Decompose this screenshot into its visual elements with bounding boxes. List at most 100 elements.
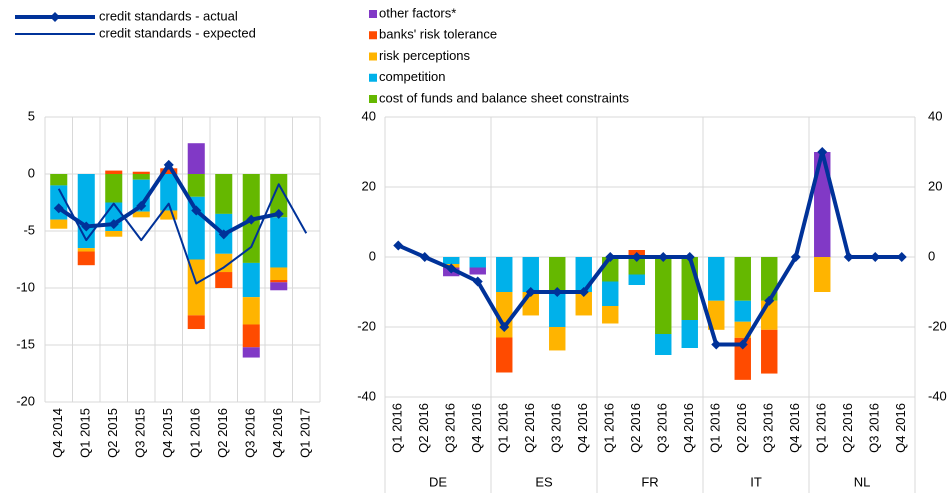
x-tick-label: Q4 2016: [469, 403, 484, 453]
bar-segment: [575, 257, 592, 292]
line-marker: [578, 287, 589, 297]
group-label: FR: [641, 474, 658, 489]
bar-segment: [761, 257, 778, 301]
bar-segment: [77, 251, 95, 266]
x-tick-label: Q3 2016: [243, 408, 258, 458]
line-marker: [136, 200, 147, 211]
x-tick-label: Q4 2016: [787, 403, 802, 453]
y-tick-label: -5: [23, 222, 35, 237]
y-tick-label: 0: [369, 248, 376, 263]
x-tick-label: Q2 2016: [522, 403, 537, 453]
legend-swatch: [369, 95, 377, 103]
y2-tick-label: 0: [928, 248, 935, 263]
bar-segment: [105, 231, 123, 237]
line-marker: [631, 252, 642, 262]
y2-tick-label: -40: [928, 388, 947, 403]
bar-segment: [734, 300, 751, 322]
line-marker: [53, 203, 64, 214]
line-marker: [81, 221, 92, 232]
bar-segment: [270, 267, 288, 281]
x-tick-label: Q1 2016: [708, 403, 723, 453]
y-tick-label: 40: [362, 108, 376, 123]
bar-segment: [132, 179, 150, 212]
line-marker: [218, 229, 229, 240]
line: [397, 150, 902, 347]
line-marker: [737, 339, 748, 350]
bar-segment: [496, 337, 513, 373]
bar-segment: [77, 174, 95, 249]
bar-segment: [160, 168, 178, 174]
group-label: NL: [854, 474, 871, 489]
bar-segment: [215, 253, 233, 273]
bar-segment: [734, 257, 751, 301]
line-marker: [711, 339, 722, 350]
x-tick-label: Q3 2016: [655, 403, 670, 453]
x-tick-label: Q4 2014: [50, 408, 65, 458]
group-label: IT: [750, 474, 762, 489]
x-tick-label: Q1 2017: [298, 408, 313, 458]
bar-segment: [496, 257, 513, 292]
bar-segment: [187, 143, 205, 174]
bar-segment: [77, 248, 95, 252]
bar-segment: [242, 347, 260, 358]
bar-segment: [469, 267, 486, 275]
y-tick-label: -20: [357, 318, 376, 333]
y-tick-label: -20: [16, 393, 35, 408]
x-tick-label: Q1 2016: [390, 403, 405, 453]
line-marker: [246, 214, 257, 225]
line-marker: [419, 252, 430, 262]
line-marker: [472, 276, 483, 287]
x-tick-label: Q4 2016: [681, 403, 696, 453]
legend-marker: [50, 12, 60, 22]
line-marker: [896, 252, 907, 262]
bar-segment: [681, 257, 698, 320]
bar-segment: [132, 211, 150, 218]
bar-segment: [215, 174, 233, 214]
line-marker: [605, 252, 616, 262]
line-marker: [108, 219, 119, 230]
y-tick-label: -10: [16, 279, 35, 294]
x-tick-label: Q2 2016: [215, 408, 230, 458]
bar-segment: [270, 174, 288, 218]
line-marker: [790, 252, 801, 262]
x-tick-label: Q3 2016: [867, 403, 882, 453]
line-marker: [393, 240, 404, 251]
y-tick-label: -40: [357, 388, 376, 403]
x-tick-label: Q1 2016: [602, 403, 617, 453]
x-tick-label: Q3 2015: [133, 408, 148, 458]
bar-segment: [242, 297, 260, 325]
bar-segment: [270, 282, 288, 291]
legend-label: credit standards - expected: [99, 25, 256, 40]
bar-segment: [734, 321, 751, 338]
bar-segment: [655, 334, 672, 355]
line-marker: [525, 287, 536, 297]
bar-segment: [469, 257, 486, 268]
bar-segment: [160, 210, 178, 220]
bar-segment: [628, 274, 645, 285]
bar-segment: [187, 174, 205, 197]
group-label: DE: [429, 474, 447, 489]
x-tick-label: Q1 2016: [814, 403, 829, 453]
bar-segment: [628, 257, 645, 275]
bar-segment: [814, 152, 831, 257]
bar-segment: [549, 292, 566, 327]
group-label: ES: [535, 474, 553, 489]
x-tick-label: Q2 2016: [734, 403, 749, 453]
x-tick-label: Q4 2016: [893, 403, 908, 453]
x-tick-label: Q3 2016: [549, 403, 564, 453]
line: [57, 183, 308, 285]
y2-tick-label: -20: [928, 318, 947, 333]
legend-swatch: [369, 10, 377, 18]
line-marker: [870, 252, 881, 262]
legend-swatch: [369, 31, 377, 40]
line-marker: [273, 208, 284, 219]
bar-segment: [522, 257, 539, 292]
bar-segment: [814, 257, 831, 292]
line-marker: [658, 252, 669, 262]
bar-segment: [761, 329, 778, 374]
bar-segment: [132, 171, 150, 174]
line-marker: [446, 263, 457, 274]
line-marker: [499, 322, 510, 332]
bar-segment: [681, 320, 698, 348]
bar-segment: [187, 315, 205, 330]
